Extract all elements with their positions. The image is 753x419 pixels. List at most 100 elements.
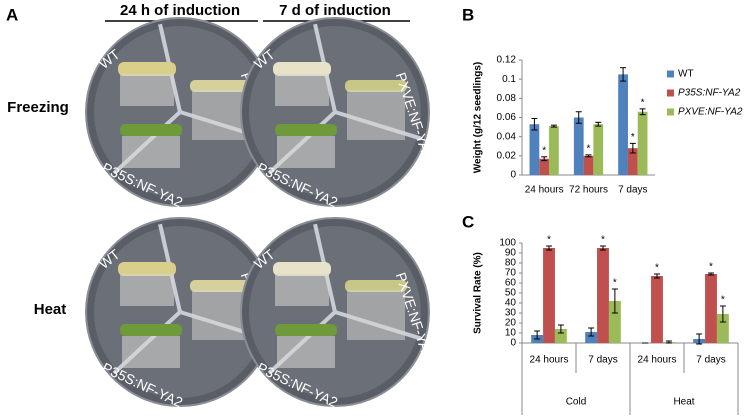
y-tick-label: 60 xyxy=(505,278,517,289)
roots xyxy=(122,136,180,168)
bar xyxy=(554,329,567,343)
error-bar xyxy=(639,108,646,116)
seedlings xyxy=(118,262,176,276)
error-bar xyxy=(696,333,703,345)
roots xyxy=(275,74,329,106)
significance-mark: * xyxy=(587,144,591,155)
panel-label: B xyxy=(462,5,474,24)
y-tick-label: 0 xyxy=(510,338,516,349)
bar xyxy=(651,276,663,343)
seedlings xyxy=(345,80,407,92)
y-tick-label: 0.02 xyxy=(497,150,517,161)
x-tick-label: 7 days xyxy=(618,185,647,196)
seedlings xyxy=(120,124,182,136)
significance-mark: * xyxy=(641,98,645,109)
column-header: 24 h of induction xyxy=(120,2,240,19)
seedlings xyxy=(190,80,252,92)
roots xyxy=(120,274,174,306)
significance-mark: * xyxy=(613,278,617,289)
x-tick-label: 7 days xyxy=(588,355,617,366)
bar xyxy=(539,158,550,175)
y-tick-label: 30 xyxy=(505,308,517,319)
legend-label: P35S:NF-YA2 xyxy=(678,88,741,99)
bar xyxy=(618,74,628,175)
seedlings xyxy=(345,280,407,292)
bar xyxy=(593,124,604,175)
error-bar xyxy=(595,121,602,127)
x-tick-label: 24 hours xyxy=(525,185,564,196)
roots xyxy=(277,336,335,368)
bar xyxy=(549,126,559,175)
significance-mark: * xyxy=(547,235,551,246)
bar xyxy=(705,274,717,343)
roots xyxy=(122,336,180,368)
x-tick-label: 24 hours xyxy=(530,355,569,366)
x-tick-label: 7 days xyxy=(696,355,725,366)
seedlings xyxy=(273,262,331,276)
seedlings xyxy=(120,324,182,336)
error-bar xyxy=(575,111,582,124)
bar xyxy=(583,155,594,175)
error-bar xyxy=(665,340,672,344)
seedlings xyxy=(275,324,337,336)
y-tick-label: 70 xyxy=(505,268,517,279)
y-tick-label: 0.04 xyxy=(497,131,517,142)
error-bar xyxy=(600,245,606,251)
error-bar xyxy=(620,67,627,82)
legend-label: WT xyxy=(678,69,694,80)
group-label: Heat xyxy=(673,397,694,408)
error-bar xyxy=(546,245,552,251)
error-bar xyxy=(534,330,541,340)
error-bar xyxy=(654,273,660,279)
y-tick-label: 0.1 xyxy=(502,74,516,85)
bar xyxy=(573,117,584,175)
seedlings xyxy=(118,62,176,76)
significance-mark: * xyxy=(709,262,713,273)
error-bar xyxy=(550,124,557,128)
bar xyxy=(716,314,729,343)
significance-mark: * xyxy=(631,132,635,143)
row-label: Heat xyxy=(34,301,67,318)
error-bar xyxy=(629,142,636,154)
seedlings xyxy=(190,280,252,292)
seedlings xyxy=(275,124,337,136)
y-tick-label: 80 xyxy=(505,258,517,269)
error-bar xyxy=(557,324,564,334)
column-header: 7 d of induction xyxy=(279,2,391,19)
error-bar xyxy=(611,288,618,314)
seedlings xyxy=(273,62,331,76)
significance-mark: * xyxy=(542,145,546,156)
error-bar xyxy=(719,305,726,323)
panel-label: A xyxy=(6,5,18,24)
roots xyxy=(347,90,405,140)
roots xyxy=(275,274,329,306)
roots xyxy=(277,136,335,168)
y-tick-label: 10 xyxy=(505,328,517,339)
y-tick-label: 50 xyxy=(505,288,517,299)
y-axis-title: Weight (g/12 seedlings) xyxy=(473,62,484,174)
y-tick-label: 0 xyxy=(510,170,516,181)
bar xyxy=(637,111,648,175)
roots xyxy=(120,74,174,106)
error-bar xyxy=(708,272,714,276)
row-label: Freezing xyxy=(7,99,69,116)
y-tick-label: 20 xyxy=(505,318,517,329)
y-tick-label: 90 xyxy=(505,248,517,259)
error-bar xyxy=(585,154,592,158)
y-tick-label: 40 xyxy=(505,298,517,309)
y-tick-label: 0.06 xyxy=(497,112,517,123)
error-bar xyxy=(541,156,548,162)
bar xyxy=(597,248,609,343)
legend-swatch xyxy=(667,89,674,97)
bar xyxy=(627,148,638,175)
y-tick-label: 100 xyxy=(499,238,516,249)
roots xyxy=(347,290,405,340)
y-tick-label: 0.12 xyxy=(497,55,517,66)
legend-label: PXVE:NF-YA2 xyxy=(678,107,743,118)
